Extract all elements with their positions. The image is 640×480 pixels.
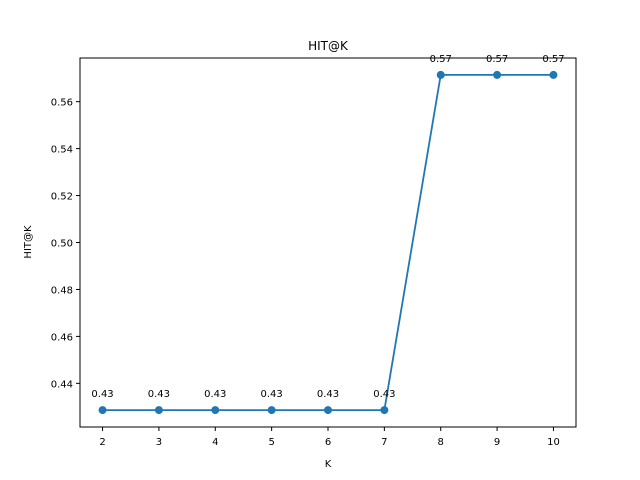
x-tick-label: 5 [268,437,274,448]
data-label: 0.57 [486,54,508,65]
y-tick-label: 0.56 [51,98,73,109]
data-point [154,406,163,415]
data-point [324,406,332,415]
data-point [549,70,558,79]
data-label: 0.43 [317,389,339,400]
x-tick-label: 10 [547,437,560,448]
data-label: 0.43 [204,389,226,400]
y-tick-label: 0.44 [51,379,73,390]
data-point [436,70,445,79]
x-tick-label: 9 [494,437,500,448]
y-tick-label: 0.46 [51,332,73,343]
data-label: 0.43 [91,389,113,400]
data-label: 0.57 [542,54,564,65]
plot-area: 2 3 4 5 6 7 8 9 10 0.44 0.46 0.48 0.50 0.52 0.54 0.56 0.… [51,54,565,448]
x-tick-label: 6 [325,437,331,448]
x-tick-label: 4 [212,437,218,448]
data-point [380,406,389,415]
x-tick-label: 7 [381,437,387,448]
y-tick-label: 0.50 [51,239,73,250]
data-point [267,406,276,415]
data-label: 0.43 [261,389,283,400]
y-tick-label: 0.52 [51,192,73,203]
data-label: 0.43 [148,389,170,400]
data-point [211,406,220,415]
data-point [98,406,107,415]
data-point [493,70,502,79]
data-label: 0.43 [373,389,395,400]
axes-frame [79,57,577,428]
x-tick-label: 2 [99,437,105,448]
y-axis-label: HIT@K [23,225,34,259]
x-tick-label: 3 [156,437,162,448]
chart-title: HIT@K [308,39,349,53]
x-axis-label: K [325,459,332,470]
x-tick-label: 8 [438,437,444,448]
y-tick-label: 0.54 [51,145,73,156]
data-label: 0.57 [430,54,452,65]
y-tick-label: 0.48 [51,285,73,296]
